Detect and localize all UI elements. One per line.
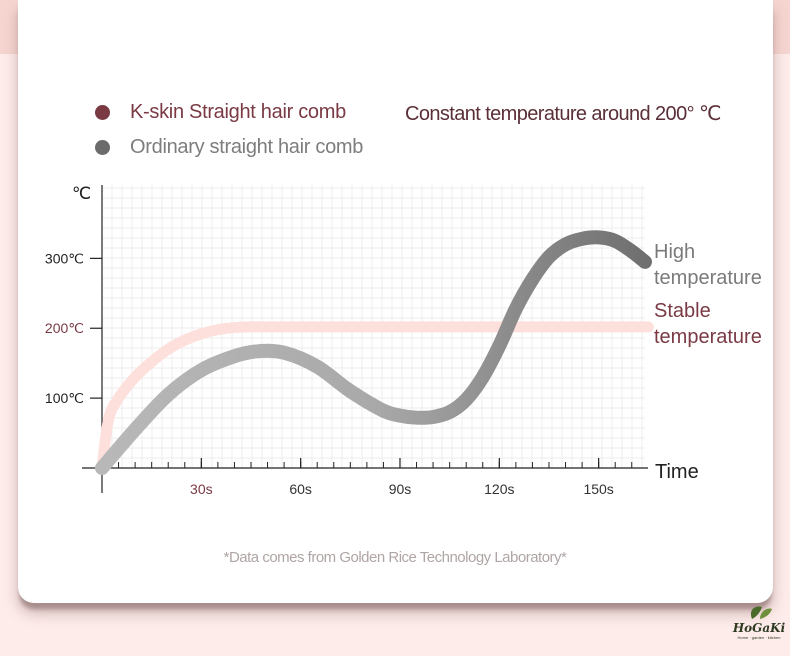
x-tick-label: 30s (190, 481, 213, 497)
logo-tagline: Home · garden · kitchen (737, 635, 781, 640)
legend-dot-kskin (95, 105, 110, 120)
logo-name: HoGaKi (732, 621, 786, 635)
data-source-footnote: *Data comes from Golden Rice Technology … (223, 549, 567, 566)
legend-item-ordinary: Ordinary straight hair comb (95, 136, 363, 159)
series-end-label-ordinary: High (654, 241, 695, 263)
y-tick-label: 100℃ (45, 390, 84, 406)
constant-temperature-note: Constant temperature around 200° ℃ (405, 103, 721, 125)
x-tick-label: 60s (289, 481, 312, 497)
series-end-label-ordinary: temperature (654, 267, 762, 289)
x-tick-label: 90s (389, 481, 412, 497)
x-tick-label: 120s (484, 481, 514, 497)
legend-label-ordinary: Ordinary straight hair comb (130, 136, 364, 158)
series-end-label-kskin: Stable (654, 300, 711, 322)
y-axis-label: ℃ (72, 184, 91, 203)
y-tick-label: 300℃ (45, 250, 84, 266)
legend-item-kskin: K-skin Straight hair comb (95, 101, 346, 124)
series-end-label-kskin: temperature (654, 326, 762, 348)
series-line-kskin (96, 321, 654, 474)
x-tick-label: 150s (583, 481, 613, 497)
x-axis-label: Time (655, 461, 699, 483)
chart-card (18, 0, 773, 603)
brand-logo: HoGaKi Home · garden · kitchen (730, 603, 788, 643)
leaf-icon (750, 606, 772, 619)
series-line-ordinary (95, 230, 652, 475)
legend-label-kskin: K-skin Straight hair comb (130, 101, 346, 123)
y-tick-label: 200℃ (45, 320, 84, 336)
legend-dot-ordinary (95, 140, 110, 155)
